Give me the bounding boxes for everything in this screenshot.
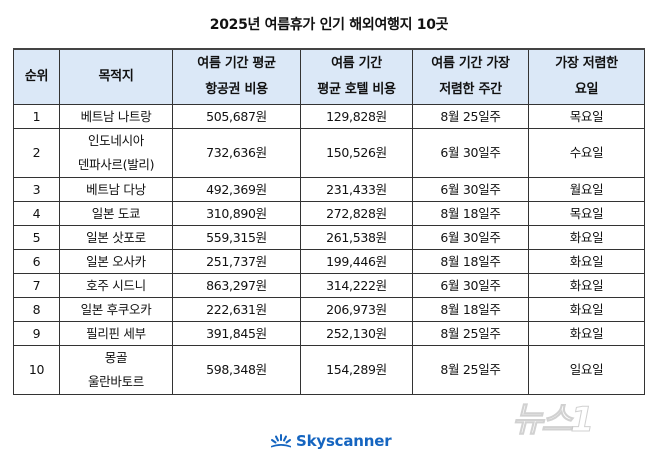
cell-hotel: 154,289원: [300, 345, 413, 395]
cell-hotel: 261,538원: [300, 225, 413, 250]
header-cheapest-week: 여름 기간 가장 저렴한 주간: [412, 48, 529, 105]
page-title: 2025년 여름휴가 인기 해외여행지 10곳: [209, 17, 449, 33]
header-hotel: 여름 기간 평균 호텔 비용: [300, 48, 413, 105]
cell-week: 8월 18일주: [412, 249, 529, 274]
cell-week: 8월 18일주: [412, 201, 529, 226]
cell-hotel: 129,828원: [300, 104, 413, 129]
cell-day: 일요일: [528, 345, 645, 395]
table-row: 2 인도네시아 덴파사르(발리) 732,636원 150,526원 6월 30…: [13, 128, 645, 178]
header-day-line1: 가장 저렴한: [555, 56, 618, 71]
table-row: 6 일본 오사카 251,737원 199,446원 8월 18일주 화요일: [13, 249, 645, 274]
cell-week: 6월 30일주: [412, 177, 529, 202]
cell-hotel: 231,433원: [300, 177, 413, 202]
cell-destination: 일본 후쿠오카: [59, 297, 173, 322]
cell-rank: 7: [13, 273, 60, 298]
cell-week: 6월 30일주: [412, 128, 529, 178]
cell-hotel: 206,973원: [300, 297, 413, 322]
cell-destination: 일본 삿포로: [59, 225, 173, 250]
cell-rank: 8: [13, 297, 60, 322]
table-row: 8 일본 후쿠오카 222,631원 206,973원 8월 18일주 화요일: [13, 297, 645, 322]
cell-day: 화요일: [528, 249, 645, 274]
cell-airfare: 310,890원: [172, 201, 301, 226]
news1-watermark: 뉴스1: [511, 400, 594, 441]
table-row: 10 몽골 울란바토르 598,348원 154,289원 8월 25일주 일요…: [13, 345, 645, 395]
cell-rank: 10: [13, 345, 60, 395]
skyscanner-logo: Skyscanner: [270, 432, 392, 450]
cell-day: 월요일: [528, 177, 645, 202]
cell-destination: 인도네시아 덴파사르(발리): [59, 128, 173, 178]
cell-airfare: 559,315원: [172, 225, 301, 250]
cell-airfare: 391,845원: [172, 321, 301, 346]
table-row: 4 일본 도쿄 310,890원 272,828원 8월 18일주 목요일: [13, 201, 645, 226]
header-airfare-line2: 항공권 비용: [205, 82, 268, 97]
header-hotel-line2: 평균 호텔 비용: [317, 82, 396, 97]
table-header-row: 순위 목적지 여름 기간 평균 항공권 비용 여름 기간 평균 호텔 비용 여름…: [13, 48, 645, 105]
cell-day: 목요일: [528, 201, 645, 226]
cell-week: 8월 18일주: [412, 297, 529, 322]
cell-rank: 2: [13, 128, 60, 178]
cell-airfare: 732,636원: [172, 128, 301, 178]
cell-rank: 5: [13, 225, 60, 250]
cell-rank: 9: [13, 321, 60, 346]
destination-line1: 몽골: [104, 350, 128, 365]
cell-destination: 일본 오사카: [59, 249, 173, 274]
cell-week: 8월 25일주: [412, 321, 529, 346]
cell-rank: 1: [13, 104, 60, 129]
cell-destination: 베트남 다낭: [59, 177, 173, 202]
destination-line1: 인도네시아: [87, 133, 144, 148]
header-destination: 목적지: [59, 48, 173, 105]
destinations-table: 순위 목적지 여름 기간 평균 항공권 비용 여름 기간 평균 호텔 비용 여름…: [13, 48, 645, 395]
header-week-line2: 저렴한 주간: [439, 82, 502, 97]
cell-rank: 3: [13, 177, 60, 202]
table-row: 5 일본 삿포로 559,315원 261,538원 6월 30일주 화요일: [13, 225, 645, 250]
cell-hotel: 199,446원: [300, 249, 413, 274]
cell-airfare: 598,348원: [172, 345, 301, 395]
header-cheapest-day: 가장 저렴한 요일: [528, 48, 645, 105]
cell-day: 화요일: [528, 321, 645, 346]
cell-destination: 일본 도쿄: [59, 201, 173, 226]
cell-airfare: 863,297원: [172, 273, 301, 298]
cell-rank: 6: [13, 249, 60, 274]
cell-rank: 4: [13, 201, 60, 226]
cell-week: 6월 30일주: [412, 225, 529, 250]
cell-destination: 몽골 울란바토르: [59, 345, 173, 395]
header-destination-label: 목적지: [98, 69, 134, 84]
table-row: 9 필리핀 세부 391,845원 252,130원 8월 25일주 화요일: [13, 321, 645, 346]
cell-hotel: 150,526원: [300, 128, 413, 178]
cell-destination: 베트남 나트랑: [59, 104, 173, 129]
cell-hotel: 314,222원: [300, 273, 413, 298]
cell-destination: 호주 시드니: [59, 273, 173, 298]
cell-airfare: 222,631원: [172, 297, 301, 322]
cell-day: 화요일: [528, 273, 645, 298]
cell-day: 수요일: [528, 128, 645, 178]
cell-destination: 필리핀 세부: [59, 321, 173, 346]
cell-airfare: 251,737원: [172, 249, 301, 274]
cell-hotel: 252,130원: [300, 321, 413, 346]
header-week-line1: 여름 기간 가장: [431, 56, 510, 71]
header-airfare-line1: 여름 기간 평균: [197, 56, 276, 71]
cell-airfare: 492,369원: [172, 177, 301, 202]
cell-day: 화요일: [528, 297, 645, 322]
brand-name: Skyscanner: [296, 432, 392, 450]
table-row: 3 베트남 다낭 492,369원 231,433원 6월 30일주 월요일: [13, 177, 645, 202]
destination-line2: 울란바토르: [87, 374, 144, 389]
header-hotel-line1: 여름 기간: [331, 56, 382, 71]
header-airfare: 여름 기간 평균 항공권 비용: [172, 48, 301, 105]
header-rank: 순위: [13, 48, 60, 105]
table-row: 1 베트남 나트랑 505,687원 129,828원 8월 25일주 목요일: [13, 104, 645, 129]
cell-week: 6월 30일주: [412, 273, 529, 298]
cell-day: 목요일: [528, 104, 645, 129]
cell-airfare: 505,687원: [172, 104, 301, 129]
cell-day: 화요일: [528, 225, 645, 250]
cell-week: 8월 25일주: [412, 104, 529, 129]
table-row: 7 호주 시드니 863,297원 314,222원 6월 30일주 화요일: [13, 273, 645, 298]
header-day-line2: 요일: [574, 82, 599, 97]
cell-hotel: 272,828원: [300, 201, 413, 226]
cell-week: 8월 25일주: [412, 345, 529, 395]
header-rank-label: 순위: [24, 69, 49, 84]
destination-line2: 덴파사르(발리): [77, 157, 155, 172]
sunrise-icon: [270, 433, 292, 449]
